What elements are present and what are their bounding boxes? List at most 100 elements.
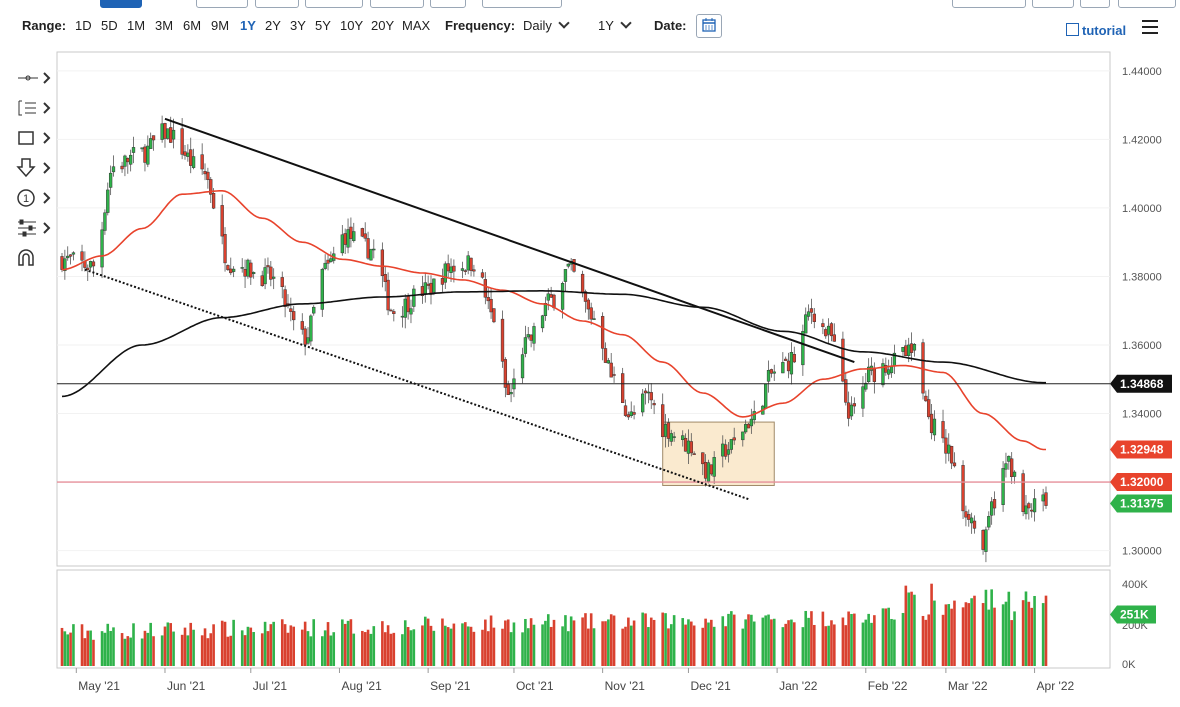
top-tab[interactable] (305, 0, 363, 8)
candle-body (543, 303, 548, 316)
range-3y[interactable]: 3Y (290, 18, 306, 33)
volume-bar (589, 613, 593, 666)
range-1d[interactable]: 1D (75, 18, 92, 33)
volume-bar (772, 618, 776, 666)
volume-bar (341, 619, 344, 666)
volume-bar (687, 619, 690, 666)
price-tag-label: 1.34868 (1120, 377, 1164, 391)
volume-bar (401, 634, 404, 666)
candle-body (366, 238, 370, 259)
candle-body (472, 269, 476, 272)
volume-bar (941, 614, 945, 666)
tool-settings[interactable] (12, 216, 52, 240)
candle-body (600, 316, 605, 349)
volume-bar (343, 623, 347, 666)
tool-number[interactable]: 1 (12, 186, 52, 210)
candle-body (169, 127, 173, 143)
range-3m[interactable]: 3M (155, 18, 174, 33)
range-1y[interactable]: 1Y (240, 18, 256, 33)
candle-body (969, 517, 974, 524)
range-6m[interactable]: 6M (183, 18, 202, 33)
range-max[interactable]: MAX (402, 18, 431, 33)
top-tab[interactable] (196, 0, 248, 8)
range-20y[interactable]: 20Y (371, 18, 395, 33)
volume-bar (123, 638, 127, 666)
candle-body (492, 308, 496, 323)
tutorial-link[interactable]: tutorial (1066, 22, 1126, 38)
volume-bar (200, 635, 204, 666)
candle-body (887, 369, 891, 375)
volume-bar (669, 624, 673, 666)
candle-body (469, 257, 473, 271)
volume-bar (724, 626, 727, 666)
top-tab[interactable] (482, 0, 562, 8)
top-tab[interactable] (430, 0, 466, 8)
volume-bar (1024, 591, 1028, 666)
volume-bar (721, 616, 725, 666)
tool-crosshair[interactable] (12, 66, 52, 90)
volume-bar (532, 624, 536, 666)
volume-bar (452, 623, 456, 666)
top-tab[interactable] (370, 0, 424, 8)
tool-rectangle[interactable] (12, 126, 52, 150)
volume-bar (707, 622, 710, 666)
range-5y[interactable]: 5Y (315, 18, 331, 33)
top-tab-active[interactable] (100, 0, 142, 8)
candle-body (349, 226, 353, 239)
candle-body (723, 444, 728, 457)
candle-body (692, 453, 696, 455)
top-tab[interactable] (255, 0, 299, 8)
x-tick-label: Aug '21 (341, 679, 382, 693)
drawing-tools-sidebar: 1 (0, 60, 56, 280)
candle-body (721, 443, 725, 457)
top-tab[interactable] (1080, 0, 1110, 8)
volume-bar (732, 614, 736, 666)
tool-arrow[interactable] (12, 156, 52, 180)
candle-body (211, 192, 216, 209)
top-tab[interactable] (952, 0, 1026, 8)
candle-body (629, 411, 633, 417)
volume-bar (321, 636, 324, 666)
volume-bar (429, 625, 433, 666)
volume-bar (647, 627, 650, 666)
range-10y[interactable]: 10Y (340, 18, 364, 33)
candle-body (506, 384, 510, 395)
candle-body (1001, 468, 1005, 505)
top-tab[interactable] (1032, 0, 1074, 8)
range-2y[interactable]: 2Y (265, 18, 281, 33)
candle-body (681, 435, 685, 440)
date-picker-button[interactable] (696, 14, 722, 38)
frequency-select[interactable]: Daily (523, 17, 570, 33)
volume-bar (950, 608, 953, 666)
candle-body (426, 283, 430, 286)
tool-magnet[interactable] (12, 246, 52, 270)
range-1m[interactable]: 1M (127, 18, 146, 33)
volume-bar (861, 622, 865, 666)
volume-bar (927, 614, 931, 666)
menu-icon[interactable] (1142, 20, 1158, 34)
candle-body (131, 147, 136, 153)
volume-bar (792, 622, 796, 666)
range-9m[interactable]: 9M (211, 18, 230, 33)
volume-bar (632, 620, 636, 666)
volume-bar (86, 630, 90, 666)
volume-bar (472, 631, 476, 666)
candle-body (300, 321, 304, 330)
candle-body (792, 354, 796, 363)
volume-bar (1001, 604, 1005, 666)
candle-body (549, 294, 553, 298)
top-tab[interactable] (1118, 0, 1176, 8)
volume-bar (833, 624, 836, 666)
candle-body (766, 370, 771, 382)
volume-bar (169, 623, 172, 666)
volume-bar (512, 622, 516, 666)
candle-body (852, 403, 856, 407)
volume-bar (692, 625, 696, 666)
tool-studies[interactable] (12, 96, 52, 120)
volume-bar (609, 614, 613, 666)
candle-body (809, 308, 814, 313)
period-select[interactable]: 1Y (598, 17, 632, 33)
candle-body (340, 234, 344, 254)
range-5d[interactable]: 5D (101, 18, 118, 33)
volume-bar (867, 613, 870, 666)
